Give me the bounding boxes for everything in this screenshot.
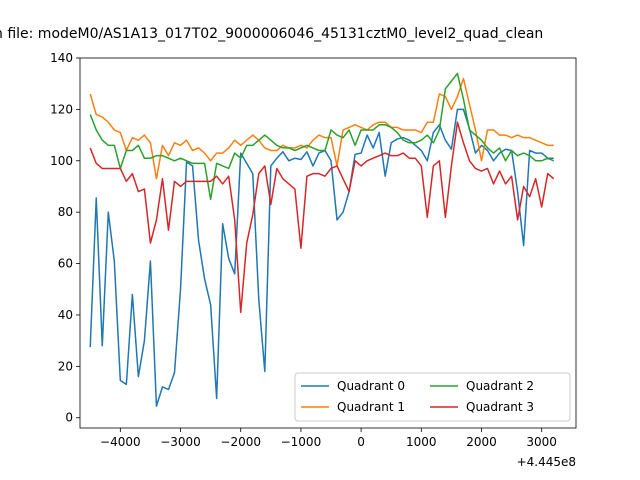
x-tick-label: 1000 xyxy=(406,435,437,449)
legend-label-quadrant-1: Quadrant 1 xyxy=(337,400,405,414)
y-axis: 0 20 40 60 80 100 120 140 xyxy=(50,51,80,425)
legend-frame xyxy=(294,372,571,422)
x-tick-label: 3000 xyxy=(526,435,557,449)
y-tick-label: 80 xyxy=(58,205,73,219)
x-tick-label: 2000 xyxy=(466,435,497,449)
x-tick-label: 0 xyxy=(357,435,365,449)
y-tick-label: 60 xyxy=(58,257,73,271)
y-tick-label: 100 xyxy=(50,154,73,168)
axes-frame xyxy=(79,57,577,429)
x-axis: −4000 −3000 −2000 −1000 0 1000 2000 3000 xyxy=(100,428,557,449)
x-tick-label: −4000 xyxy=(100,435,141,449)
y-tick-label: 0 xyxy=(65,411,73,425)
x-tick-label: −1000 xyxy=(281,435,322,449)
x-tick-label: −2000 xyxy=(220,435,261,449)
series-line-quadrant-2 xyxy=(89,72,555,201)
legend-label-quadrant-3: Quadrant 3 xyxy=(466,400,534,414)
series-line-quadrant-1 xyxy=(89,77,554,180)
plot-area xyxy=(89,72,555,407)
x-axis-offset-label: +4.445e8 xyxy=(517,455,576,469)
x-tick-label: −3000 xyxy=(160,435,201,449)
series-line-quadrant-0 xyxy=(89,108,554,407)
series-line-quadrant-3 xyxy=(89,121,555,314)
legend-label-quadrant-2: Quadrant 2 xyxy=(466,379,534,393)
y-tick-label: 20 xyxy=(58,359,73,373)
legend: Quadrant 0 Quadrant 1 Quadrant 2 Quadrant 3 xyxy=(294,372,571,422)
y-tick-label: 140 xyxy=(50,51,73,65)
chart-title: n file: modeM0/AS1A13_017T02_9000006046_… xyxy=(0,26,543,42)
y-tick-label: 120 xyxy=(50,102,73,116)
y-tick-label: 40 xyxy=(58,308,73,322)
legend-label-quadrant-0: Quadrant 0 xyxy=(337,379,405,393)
